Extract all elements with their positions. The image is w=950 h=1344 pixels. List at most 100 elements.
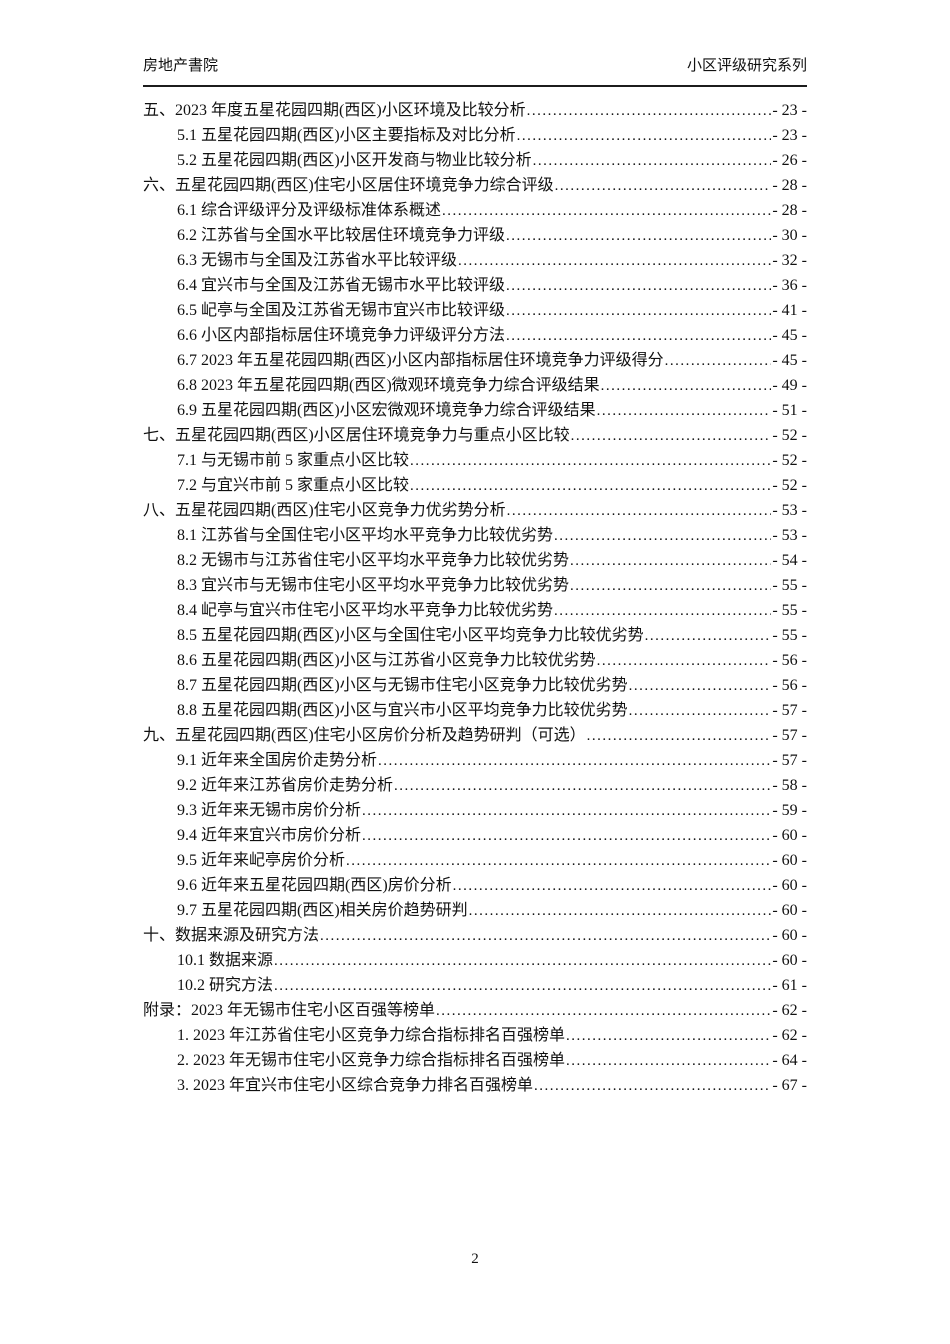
toc-dot-leader [555, 173, 772, 199]
toc-entry-title: 8.8 五星花园四期(西区)小区与宜兴市小区平均竞争力比较优劣势 [177, 702, 628, 719]
toc-entry-page: - 67 - [772, 1077, 807, 1094]
toc-dot-leader [517, 123, 772, 149]
toc-entry-page: - 62 - [772, 1027, 807, 1044]
toc-entry[interactable]: 8.3 宜兴市与无锡市住宅小区平均水平竞争力比较优劣势 - 55 - [143, 573, 807, 598]
toc-entry-page: - 54 - [772, 552, 807, 569]
toc-entry-title: 6.4 宜兴市与全国及江苏省无锡市水平比较评级 [177, 277, 506, 294]
toc-entry[interactable]: 6.1 综合评级评分及评级标准体系概述 - 28 - [143, 198, 807, 223]
toc-entry[interactable]: 6.4 宜兴市与全国及江苏省无锡市水平比较评级 - 36 - [143, 273, 807, 298]
toc-entry[interactable]: 6.2 江苏省与全国水平比较居住环境竞争力评级 - 30 - [143, 223, 807, 248]
toc-entry-title: 10.2 研究方法 [177, 977, 274, 994]
toc-dot-leader [587, 723, 772, 749]
toc-dot-leader [274, 973, 771, 999]
toc-dot-leader [362, 798, 771, 824]
toc-entry[interactable]: 1. 2023 年江苏省住宅小区竞争力综合指标排名百强榜单 - 62 - [143, 1023, 807, 1048]
toc-dot-leader [442, 198, 771, 224]
toc-dot-leader [410, 448, 771, 474]
toc-entry[interactable]: 附录：2023 年无锡市住宅小区百强等榜单 - 62 - [143, 998, 807, 1023]
toc-entry[interactable]: 6.9 五星花园四期(西区)小区宏微观环境竞争力综合评级结果 - 51 - [143, 398, 807, 423]
toc-entry-page: - 58 - [772, 777, 807, 794]
toc-entry-title: 5.2 五星花园四期(西区)小区开发商与物业比较分析 [177, 152, 532, 169]
toc-entry[interactable]: 9.6 近年来五星花园四期(西区)房价分析 - 60 - [143, 873, 807, 898]
toc-entry[interactable]: 5.2 五星花园四期(西区)小区开发商与物业比较分析 - 26 - [143, 148, 807, 173]
toc-entry-page: - 57 - [772, 752, 807, 769]
toc-entry[interactable]: 7.1 与无锡市前 5 家重点小区比较 - 52 - [143, 448, 807, 473]
toc-entry-page: - 55 - [772, 577, 807, 594]
toc-entry[interactable]: 9.7 五星花园四期(西区)相关房价趋势研判 - 60 - [143, 898, 807, 923]
toc-dot-leader [665, 348, 772, 374]
toc-entry[interactable]: 6.3 无锡市与全国及江苏省水平比较评级 - 32 - [143, 248, 807, 273]
toc-entry[interactable]: 10.1 数据来源 - 60 - [143, 948, 807, 973]
toc-entry[interactable]: 2. 2023 年无锡市住宅小区竞争力综合指标排名百强榜单 - 64 - [143, 1048, 807, 1073]
toc-entry[interactable]: 9.3 近年来无锡市房价分析 - 59 - [143, 798, 807, 823]
toc-entry-page: - 53 - [772, 527, 807, 544]
toc-entry[interactable]: 八、五星花园四期(西区)住宅小区竞争力优劣势分析 - 53 - [143, 498, 807, 523]
toc-entry-page: - 23 - [772, 102, 807, 119]
toc-entry[interactable]: 9.1 近年来全国房价走势分析 - 57 - [143, 748, 807, 773]
toc-entry[interactable]: 8.8 五星花园四期(西区)小区与宜兴市小区平均竞争力比较优劣势 - 57 - [143, 698, 807, 723]
toc-dot-leader [566, 1023, 771, 1049]
toc-entry[interactable]: 9.4 近年来宜兴市房价分析 - 60 - [143, 823, 807, 848]
toc-entry-title: 8.1 江苏省与全国住宅小区平均水平竞争力比较优劣势 [177, 527, 554, 544]
toc-entry[interactable]: 8.4 屺亭与宜兴市住宅小区平均水平竞争力比较优劣势 - 55 - [143, 598, 807, 623]
toc-dot-leader [469, 898, 772, 924]
toc-entry[interactable]: 8.5 五星花园四期(西区)小区与全国住宅小区平均竞争力比较优劣势 - 55 - [143, 623, 807, 648]
page-header: 房地产書院 小区评级研究系列 [143, 55, 807, 87]
toc-entry[interactable]: 8.6 五星花园四期(西区)小区与江苏省小区竞争力比较优劣势 - 56 - [143, 648, 807, 673]
toc-entry[interactable]: 5.1 五星花园四期(西区)小区主要指标及对比分析 - 23 - [143, 123, 807, 148]
toc-dot-leader [566, 1048, 771, 1074]
toc-entry-page: - 60 - [772, 852, 807, 869]
toc-entry[interactable]: 10.2 研究方法 - 61 - [143, 973, 807, 998]
toc-entry[interactable]: 3. 2023 年宜兴市住宅小区综合竞争力排名百强榜单 - 67 - [143, 1073, 807, 1098]
toc-entry-title: 6.1 综合评级评分及评级标准体系概述 [177, 202, 442, 219]
toc-entry-title: 7.1 与无锡市前 5 家重点小区比较 [177, 452, 410, 469]
toc-entry-page: - 32 - [772, 252, 807, 269]
toc-entry-page: - 41 - [772, 302, 807, 319]
toc-entry-title: 8.7 五星花园四期(西区)小区与无锡市住宅小区竞争力比较优劣势 [177, 677, 628, 694]
toc-entry[interactable]: 9.2 近年来江苏省房价走势分析 - 58 - [143, 773, 807, 798]
toc-dot-leader [570, 573, 771, 599]
toc-entry-title: 6.8 2023 年五星花园四期(西区)微观环境竞争力综合评级结果 [177, 377, 600, 394]
toc-entry[interactable]: 6.8 2023 年五星花园四期(西区)微观环境竞争力综合评级结果 - 49 - [143, 373, 807, 398]
toc-entry-page: - 30 - [772, 227, 807, 244]
toc-entry[interactable]: 6.7 2023 年五星花园四期(西区)小区内部指标居住环境竞争力评级得分 - … [143, 348, 807, 373]
toc-entry-title: 8.6 五星花园四期(西区)小区与江苏省小区竞争力比较优劣势 [177, 652, 596, 669]
toc-dot-leader [629, 698, 772, 724]
toc-entry-page: - 55 - [772, 627, 807, 644]
toc-entry-title: 6.2 江苏省与全国水平比较居住环境竞争力评级 [177, 227, 506, 244]
toc-entry-title: 3. 2023 年宜兴市住宅小区综合竞争力排名百强榜单 [177, 1077, 534, 1094]
toc-dot-leader [274, 948, 771, 974]
toc-entry[interactable]: 六、五星花园四期(西区)住宅小区居住环境竞争力综合评级 - 28 - [143, 173, 807, 198]
toc-entry-page: - 52 - [772, 477, 807, 494]
toc-entry-title: 附录：2023 年无锡市住宅小区百强等榜单 [143, 1002, 436, 1019]
toc-entry[interactable]: 7.2 与宜兴市前 5 家重点小区比较 - 52 - [143, 473, 807, 498]
toc-entry-page: - 56 - [772, 677, 807, 694]
toc-entry-page: - 28 - [772, 202, 807, 219]
toc-entry[interactable]: 8.7 五星花园四期(西区)小区与无锡市住宅小区竞争力比较优劣势 - 56 - [143, 673, 807, 698]
header-left-text: 房地产書院 [143, 58, 219, 74]
toc-dot-leader [458, 248, 771, 274]
toc-entry[interactable]: 七、五星花园四期(西区)小区居住环境竞争力与重点小区比较 - 52 - [143, 423, 807, 448]
toc-entry-page: - 23 - [772, 127, 807, 144]
toc-entry[interactable]: 8.1 江苏省与全国住宅小区平均水平竞争力比较优劣势 - 53 - [143, 523, 807, 548]
toc-dot-leader [394, 773, 771, 799]
toc-dot-leader [453, 873, 772, 899]
toc-entry[interactable]: 6.6 小区内部指标居住环境竞争力评级评分方法 - 45 - [143, 323, 807, 348]
toc-entry[interactable]: 九、五星花园四期(西区)住宅小区房价分析及趋势研判（可选） - 57 - [143, 723, 807, 748]
toc-dot-leader [554, 598, 771, 624]
toc-entry-title: 8.2 无锡市与江苏省住宅小区平均水平竞争力比较优劣势 [177, 552, 570, 569]
toc-entry[interactable]: 9.5 近年来屺亭房价分析 - 60 - [143, 848, 807, 873]
toc-entry-title: 6.3 无锡市与全国及江苏省水平比较评级 [177, 252, 458, 269]
toc-dot-leader [527, 98, 772, 124]
toc-entry[interactable]: 十、数据来源及研究方法 - 60 - [143, 923, 807, 948]
toc-entry[interactable]: 6.5 屺亭与全国及江苏省无锡市宜兴市比较评级 - 41 - [143, 298, 807, 323]
toc-entry[interactable]: 五、2023 年度五星花园四期(西区)小区环境及比较分析 - 23 - [143, 98, 807, 123]
toc-entry-title: 8.4 屺亭与宜兴市住宅小区平均水平竞争力比较优劣势 [177, 602, 554, 619]
toc-entry-title: 十、数据来源及研究方法 [143, 927, 320, 944]
toc-entry[interactable]: 8.2 无锡市与江苏省住宅小区平均水平竞争力比较优劣势 - 54 - [143, 548, 807, 573]
toc-entry-page: - 53 - [772, 502, 807, 519]
toc-entry-title: 5.1 五星花园四期(西区)小区主要指标及对比分析 [177, 127, 516, 144]
toc-entry-title: 九、五星花园四期(西区)住宅小区房价分析及趋势研判（可选） [143, 727, 586, 744]
header-right-text: 小区评级研究系列 [686, 58, 807, 74]
toc-dot-leader [362, 823, 771, 849]
